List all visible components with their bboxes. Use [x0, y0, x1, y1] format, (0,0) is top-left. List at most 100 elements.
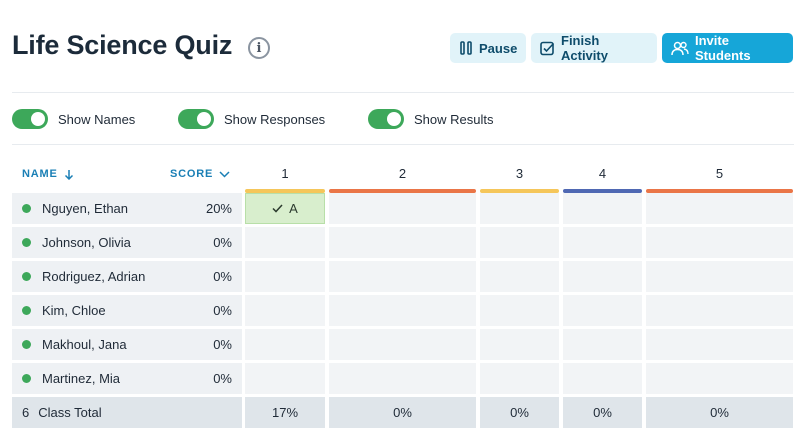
chevron-down-icon — [219, 170, 230, 178]
response-cell[interactable] — [646, 193, 793, 224]
question-color-bar — [646, 189, 793, 193]
score-column-header[interactable]: SCORE — [170, 168, 230, 180]
response-cell[interactable] — [245, 261, 325, 292]
response-cell[interactable] — [480, 227, 559, 258]
question-number: 3 — [515, 166, 524, 181]
response-cell[interactable] — [480, 193, 559, 224]
question-total-3: 0% — [480, 397, 559, 428]
response-cell[interactable] — [480, 295, 559, 326]
response-cell[interactable] — [563, 261, 642, 292]
student-cell[interactable]: Kim, Chloe 0% — [12, 295, 242, 326]
question-total-4: 0% — [563, 397, 642, 428]
page-title: Life Science Quiz — [12, 30, 233, 60]
response-cell[interactable] — [563, 193, 642, 224]
table-row[interactable]: Nguyen, Ethan 20% A — [0, 193, 800, 224]
student-name: Johnson, Olivia — [42, 235, 131, 250]
question-color-bar — [245, 189, 325, 193]
response-cell[interactable] — [245, 227, 325, 258]
question-header-1[interactable]: 1 — [245, 166, 325, 193]
response-cell[interactable] — [329, 329, 476, 360]
response-cell[interactable] — [480, 261, 559, 292]
question-header-5[interactable]: 5 — [646, 166, 793, 193]
toggle-label: Show Results — [414, 111, 494, 127]
online-status-dot — [22, 204, 31, 213]
student-cell[interactable]: Nguyen, Ethan 20% — [12, 193, 242, 224]
online-status-dot — [22, 374, 31, 383]
response-cell[interactable] — [646, 261, 793, 292]
toggle-switch[interactable] — [12, 109, 48, 129]
show-results-toggle[interactable]: Show Results — [368, 109, 493, 129]
toggle-switch[interactable] — [368, 109, 404, 129]
invite-students-button[interactable]: Invite Students — [662, 33, 793, 63]
toggle-row: Show Names Show Responses Show Results — [0, 104, 800, 134]
question-number: 4 — [598, 166, 607, 181]
response-cell[interactable] — [329, 295, 476, 326]
question-header-2[interactable]: 2 — [329, 166, 476, 193]
response-cell[interactable] — [245, 363, 325, 394]
table-row[interactable]: Martinez, Mia 0% — [0, 363, 800, 394]
response-cell[interactable]: A — [245, 193, 325, 224]
question-number: 2 — [398, 166, 407, 181]
student-name: Nguyen, Ethan — [42, 201, 129, 216]
pause-button[interactable]: Pause — [450, 33, 526, 63]
student-cell[interactable]: Rodriguez, Adrian 0% — [12, 261, 242, 292]
response-cell[interactable] — [329, 227, 476, 258]
student-score: 0% — [213, 371, 232, 386]
question-header-4[interactable]: 4 — [563, 166, 642, 193]
header-divider — [12, 92, 794, 93]
online-status-dot — [22, 272, 31, 281]
question-header-3[interactable]: 3 — [480, 166, 559, 193]
response-cell[interactable] — [329, 193, 476, 224]
question-number: 5 — [715, 166, 724, 181]
table-row[interactable]: Johnson, Olivia 0% — [0, 227, 800, 258]
question-total-1: 17% — [245, 397, 325, 428]
pause-label: Pause — [479, 40, 518, 56]
question-total-5: 0% — [646, 397, 793, 428]
info-icon[interactable]: i — [248, 37, 270, 59]
response-cell[interactable] — [329, 363, 476, 394]
student-score: 0% — [213, 303, 232, 318]
student-name: Kim, Chloe — [42, 303, 106, 318]
check-icon — [272, 204, 283, 213]
arrow-down-icon — [64, 169, 73, 180]
student-score: 0% — [213, 337, 232, 352]
student-cell[interactable]: Johnson, Olivia 0% — [12, 227, 242, 258]
show-names-toggle[interactable]: Show Names — [12, 109, 135, 129]
question-color-bar — [480, 189, 559, 193]
student-score: 0% — [213, 269, 232, 284]
response-cell[interactable] — [563, 295, 642, 326]
question-color-bar — [563, 189, 642, 193]
response-cell[interactable] — [563, 363, 642, 394]
toggle-switch[interactable] — [178, 109, 214, 129]
response-cell[interactable] — [480, 363, 559, 394]
student-cell[interactable]: Martinez, Mia 0% — [12, 363, 242, 394]
response-cell[interactable] — [480, 329, 559, 360]
response-cell[interactable] — [646, 329, 793, 360]
toggle-label: Show Responses — [224, 111, 326, 127]
question-color-bar — [329, 189, 476, 193]
finish-activity-button[interactable]: Finish Activity — [531, 33, 657, 63]
table-row[interactable]: Kim, Chloe 0% — [0, 295, 800, 326]
student-name: Makhoul, Jana — [42, 337, 127, 352]
student-score: 0% — [213, 235, 232, 250]
student-count: 6 — [22, 405, 30, 420]
header: Life Science Quiz i Pause Finish Activit… — [0, 0, 800, 92]
response-cell[interactable] — [245, 295, 325, 326]
toggle-divider — [12, 144, 794, 145]
response-cell[interactable] — [329, 261, 476, 292]
online-status-dot — [22, 340, 31, 349]
response-cell[interactable] — [563, 329, 642, 360]
response-cell[interactable] — [646, 227, 793, 258]
response-cell[interactable] — [245, 329, 325, 360]
student-score: 20% — [205, 201, 232, 216]
checkbox-icon — [540, 41, 555, 55]
response-cell[interactable] — [646, 295, 793, 326]
response-cell[interactable] — [563, 227, 642, 258]
name-column-header[interactable]: NAME — [22, 168, 74, 180]
student-cell[interactable]: Makhoul, Jana 0% — [12, 329, 242, 360]
table-row[interactable]: Makhoul, Jana 0% — [0, 329, 800, 360]
response-cell[interactable] — [646, 363, 793, 394]
pause-icon — [460, 41, 472, 55]
table-row[interactable]: Rodriguez, Adrian 0% — [0, 261, 800, 292]
show-responses-toggle[interactable]: Show Responses — [178, 109, 325, 129]
